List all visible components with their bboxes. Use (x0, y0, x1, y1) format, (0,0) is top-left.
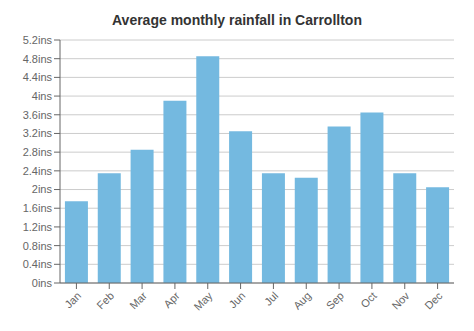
svg-text:Feb: Feb (94, 289, 116, 311)
svg-text:Jun: Jun (226, 289, 247, 310)
svg-text:Nov: Nov (389, 289, 412, 312)
svg-text:Aug: Aug (291, 289, 313, 311)
svg-text:3.6ins: 3.6ins (23, 109, 53, 121)
html-text:Average monthly rainfall in Ca: Average monthly rainfall in Carrollton (112, 12, 362, 28)
svg-text:0.8ins: 0.8ins (23, 240, 53, 252)
svg-text:0.4ins: 0.4ins (23, 258, 53, 270)
svg-text:2ins: 2ins (32, 183, 53, 195)
svg-text:0ins: 0ins (32, 277, 53, 289)
svg-text:Jul: Jul (262, 289, 280, 307)
svg-text:Dec: Dec (422, 289, 445, 312)
svg-text:1.2ins: 1.2ins (23, 221, 53, 233)
svg-text:Jan: Jan (62, 289, 83, 310)
svg-text:4.4ins: 4.4ins (23, 71, 53, 83)
svg-text:Apr: Apr (161, 289, 182, 310)
svg-text:4ins: 4ins (32, 90, 53, 102)
svg-text:Mar: Mar (127, 289, 149, 311)
svg-text:2.8ins: 2.8ins (23, 146, 53, 158)
svg-text:1.6ins: 1.6ins (23, 202, 53, 214)
svg-text:Sep: Sep (324, 289, 346, 311)
svg-text:2.4ins: 2.4ins (23, 165, 53, 177)
svg-text:4.8ins: 4.8ins (23, 53, 53, 65)
svg-text:Oct: Oct (358, 289, 379, 310)
svg-text:3.2ins: 3.2ins (23, 127, 53, 139)
svg-text:May: May (192, 289, 216, 313)
svg-text:5.2ins: 5.2ins (23, 34, 53, 46)
